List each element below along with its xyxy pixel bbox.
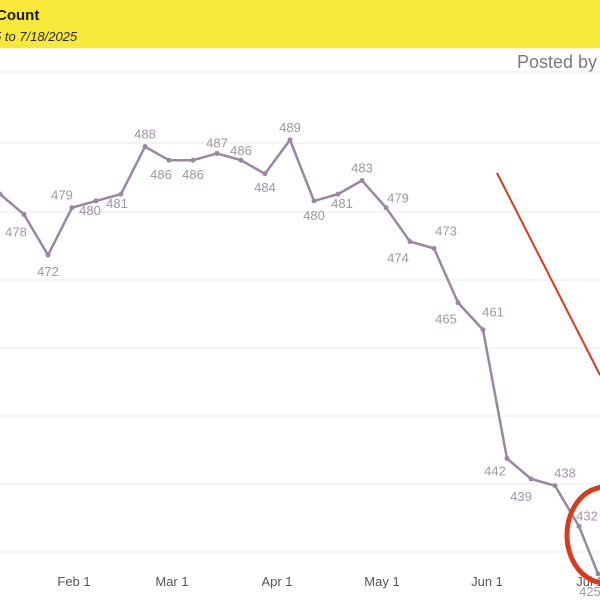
- data-label: 487: [206, 135, 228, 150]
- data-label: 486: [150, 167, 172, 182]
- data-label: 481: [331, 196, 353, 211]
- data-point: [480, 327, 486, 333]
- data-label: 473: [435, 223, 457, 238]
- data-label: 442: [484, 464, 506, 479]
- x-tick-label: Mar 1: [155, 574, 188, 589]
- data-point: [262, 171, 268, 177]
- data-point: [118, 191, 124, 197]
- data-label: 488: [134, 127, 156, 142]
- data-point: [93, 198, 99, 204]
- data-point: [504, 456, 510, 462]
- data-label: 486: [230, 143, 252, 158]
- data-point: [335, 191, 341, 197]
- data-label: 489: [279, 120, 301, 135]
- data-point: [576, 523, 582, 529]
- data-point: [21, 211, 27, 217]
- data-label: 481: [106, 196, 128, 211]
- data-point: [214, 150, 220, 156]
- date-range-subtitle: 5 to 7/18/2025: [0, 29, 78, 44]
- data-label: 474: [387, 251, 409, 266]
- data-label: 465: [435, 312, 457, 327]
- data-point: [359, 178, 365, 184]
- data-point: [528, 476, 534, 482]
- data-label: 461: [482, 305, 504, 320]
- data-point: [595, 571, 600, 577]
- data-point: [455, 300, 461, 306]
- x-tick-label: Feb 1: [57, 574, 90, 589]
- data-point: [407, 239, 413, 245]
- data-point: [0, 191, 3, 197]
- data-label: 480: [303, 208, 325, 223]
- data-point: [166, 157, 172, 163]
- data-label: 484: [254, 180, 276, 195]
- data-point: [69, 205, 75, 211]
- data-point: [311, 198, 317, 204]
- data-point: [45, 252, 51, 258]
- data-label: 439: [510, 489, 532, 504]
- annotation-circle: [564, 484, 600, 586]
- data-point: [238, 157, 244, 163]
- x-tick-label: Jun 1: [471, 574, 503, 589]
- data-label: 483: [351, 161, 373, 176]
- series-line: [0, 138, 600, 575]
- title-banner: Count 5 to 7/18/2025: [0, 0, 600, 48]
- posted-by-text: Posted by: [517, 52, 598, 72]
- data-point: [431, 245, 437, 251]
- data-label: 432: [576, 508, 598, 523]
- x-tick-label: Jul 1: [576, 574, 600, 589]
- data-label: 438: [554, 466, 576, 481]
- data-point: [383, 205, 389, 211]
- data-point: [552, 483, 558, 489]
- data-label: 479: [51, 188, 73, 203]
- data-point: [287, 137, 293, 143]
- x-tick-label: Apr 1: [261, 574, 292, 589]
- data-label: 480: [79, 203, 101, 218]
- data-label: 472: [37, 264, 59, 279]
- data-label: 486: [182, 167, 204, 182]
- x-tick-label: May 1: [364, 574, 399, 589]
- annotation-arrow-line: [496, 172, 600, 376]
- data-point: [142, 144, 148, 150]
- chart-title: Count: [0, 7, 40, 24]
- data-label: 478: [5, 224, 27, 239]
- data-point: [190, 157, 196, 163]
- data-label: 425: [579, 584, 600, 599]
- data-label: 479: [387, 191, 409, 206]
